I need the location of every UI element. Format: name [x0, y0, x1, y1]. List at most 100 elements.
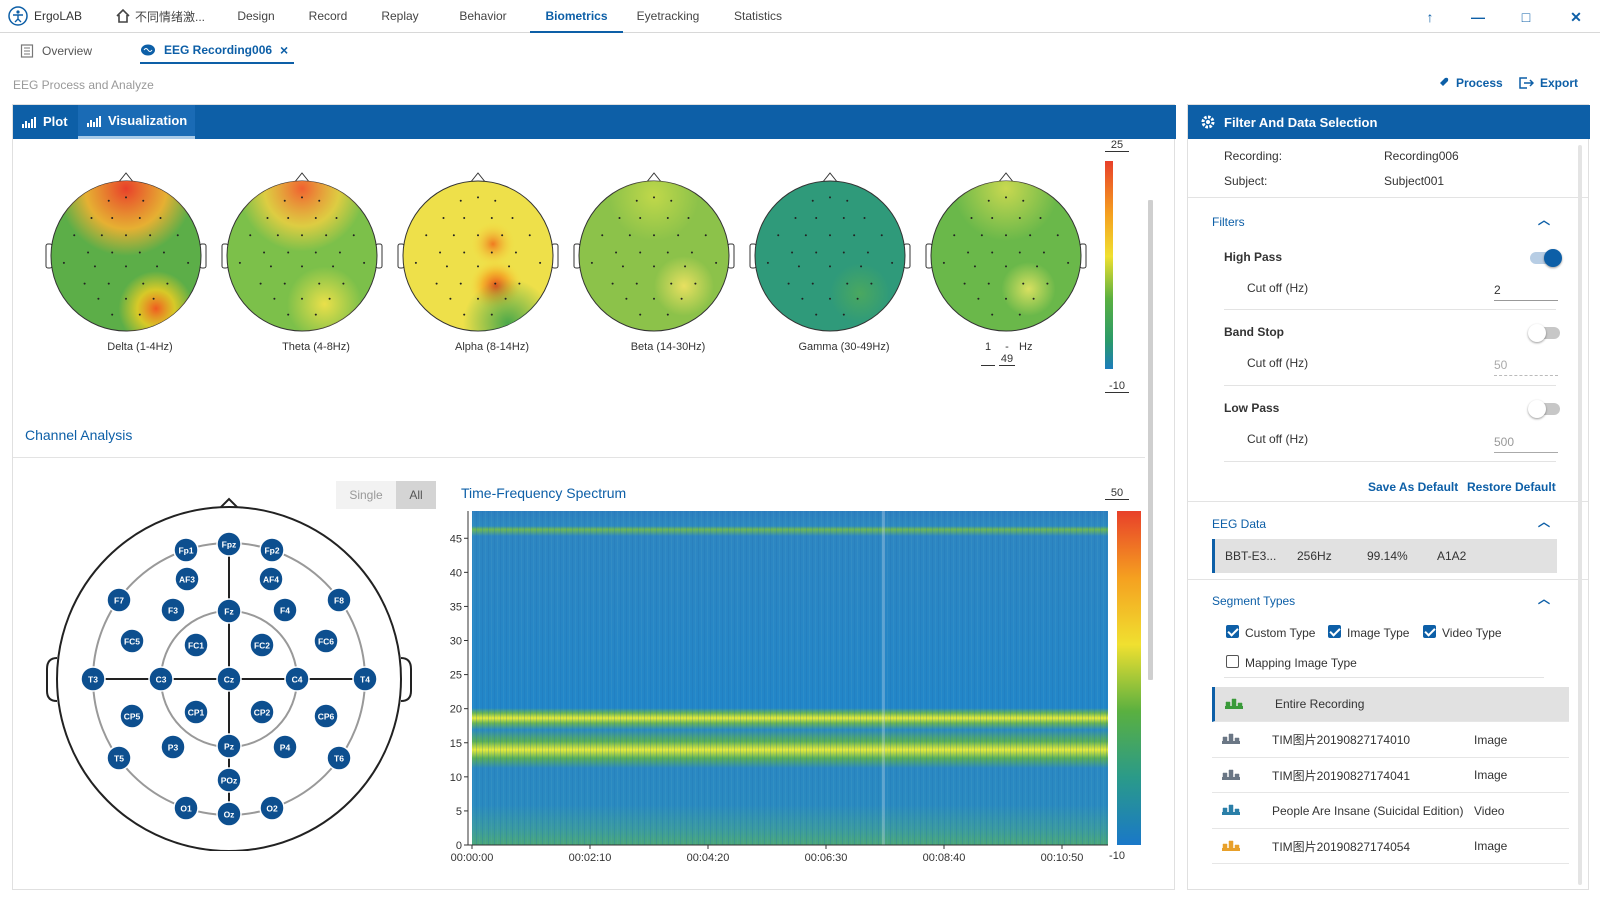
- maximize-button[interactable]: □: [1521, 9, 1531, 25]
- custom-type-checkbox[interactable]: [1226, 625, 1239, 638]
- electrode-p4[interactable]: P4: [272, 734, 298, 760]
- electrode-af4[interactable]: AF4: [258, 566, 284, 592]
- spectrum-y-tick: 40: [450, 567, 462, 579]
- electrode-o2[interactable]: O2: [259, 795, 285, 821]
- electrode-fpz[interactable]: Fpz: [216, 531, 242, 557]
- electrode-fz[interactable]: Fz: [216, 598, 242, 624]
- save-default-button[interactable]: Save As Default: [1368, 480, 1459, 494]
- upload-icon[interactable]: ↑: [1426, 9, 1434, 25]
- topomap-row: [45, 161, 1113, 369]
- tab-eeg-recording[interactable]: EEG Recording006 ×: [140, 38, 294, 64]
- electrode-label: Fp1: [178, 546, 193, 556]
- chevron-up-icon[interactable]: ︿: [1538, 515, 1551, 529]
- segment-row[interactable]: TIM图片20190827174041 Image: [1212, 758, 1569, 793]
- electrode-fc2[interactable]: FC2: [249, 632, 275, 658]
- electrode-t3[interactable]: T3: [80, 666, 106, 692]
- tab-visualization[interactable]: Visualization: [78, 105, 196, 139]
- electrode-cp5[interactable]: CP5: [119, 703, 145, 729]
- tab-visualization-label: Visualization: [108, 112, 188, 128]
- eeg-data-row[interactable]: BBT-E3... 256Hz 99.14% A1A2: [1212, 539, 1557, 573]
- electrode-t4[interactable]: T4: [352, 666, 378, 692]
- electrode-label: FC6: [318, 637, 334, 647]
- segment-row[interactable]: TIM图片20190827174010 Image: [1212, 723, 1569, 758]
- left-scrollbar-track[interactable]: [1148, 200, 1153, 680]
- segment-row[interactable]: Entire Recording: [1212, 687, 1569, 722]
- electrode-poz[interactable]: POz: [216, 767, 242, 793]
- spectrum-x-tick: 00:02:10: [569, 852, 612, 864]
- electrode-fc6[interactable]: FC6: [313, 628, 339, 654]
- right-scrollbar[interactable]: [1578, 145, 1582, 885]
- band-from-input[interactable]: 1: [981, 341, 995, 366]
- electrode-p3[interactable]: P3: [160, 734, 186, 760]
- minimize-button[interactable]: —: [1471, 9, 1485, 25]
- electrode-label: T6: [334, 754, 344, 764]
- electrode-c3[interactable]: C3: [148, 666, 174, 692]
- spectrum-x-tick: 00:08:40: [923, 852, 966, 864]
- chevron-up-icon[interactable]: ︿: [1538, 213, 1551, 227]
- segment-row[interactable]: People Are Insane (Suicidal Edition) Vid…: [1212, 794, 1569, 829]
- electrode-f8[interactable]: F8: [326, 587, 352, 613]
- project-breadcrumb[interactable]: 不同情绪激...: [115, 6, 205, 26]
- electrode-cz[interactable]: Cz: [216, 666, 242, 692]
- nav-design[interactable]: Design: [237, 9, 275, 23]
- spectrum-x-tick: 00:10:50: [1041, 852, 1084, 864]
- nav-biometrics[interactable]: Biometrics: [530, 0, 623, 33]
- mapping-image-type-checkbox[interactable]: [1226, 655, 1239, 668]
- electrode-c4[interactable]: C4: [284, 666, 310, 692]
- high-pass-toggle[interactable]: [1530, 249, 1562, 267]
- tab-overview[interactable]: Overview: [20, 38, 130, 64]
- electrode-fc5[interactable]: FC5: [119, 628, 145, 654]
- tab-close-icon[interactable]: ×: [280, 42, 289, 58]
- electrode-af3[interactable]: AF3: [174, 566, 200, 592]
- spectrum-x-tick: 00:06:30: [805, 852, 848, 864]
- band-stop-cutoff-input[interactable]: 50: [1494, 356, 1558, 376]
- video-type-checkbox[interactable]: [1423, 625, 1436, 638]
- project-name: 不同情绪激...: [135, 9, 206, 24]
- nav-eyetracking[interactable]: Eyetracking: [636, 9, 700, 23]
- band-stop-toggle[interactable]: [1528, 324, 1560, 342]
- spectrum-chart: 45 40 35 30 25 20 15 10 5 000:00:00 00:02:10 00:04:…: [450, 511, 1141, 864]
- tab-plot[interactable]: Plot: [13, 105, 76, 139]
- export-button[interactable]: Export: [1518, 76, 1578, 90]
- electrode-oz[interactable]: Oz: [216, 801, 242, 827]
- band-to-input[interactable]: - 49: [999, 341, 1015, 366]
- nav-behavior[interactable]: Behavior: [459, 9, 507, 23]
- electrode-label: O1: [180, 804, 192, 814]
- segment-row[interactable]: TIM图片20190827174054 Image: [1212, 829, 1569, 864]
- single-mode-button[interactable]: Single: [336, 481, 396, 509]
- electrode-cp2[interactable]: CP2: [249, 699, 275, 725]
- electrode-f3[interactable]: F3: [160, 597, 186, 623]
- electrode-fp1[interactable]: Fp1: [173, 537, 199, 563]
- electrode-t5[interactable]: T5: [106, 745, 132, 771]
- restore-default-button[interactable]: Restore Default: [1467, 480, 1556, 494]
- filter-panel-title: Filter And Data Selection: [1224, 114, 1378, 130]
- left-scrollbar-thumb[interactable]: [1148, 200, 1153, 680]
- nav-statistics[interactable]: Statistics: [733, 9, 782, 23]
- electrode-pz[interactable]: Pz: [216, 733, 242, 759]
- image-type-checkbox[interactable]: [1328, 625, 1341, 638]
- close-window-button[interactable]: ✕: [1570, 9, 1582, 25]
- brain-icon: [141, 44, 155, 56]
- electrode-label: F7: [114, 596, 124, 606]
- electrode-cp6[interactable]: CP6: [313, 703, 339, 729]
- process-button[interactable]: Process: [1436, 76, 1503, 90]
- nav-replay[interactable]: Replay: [381, 9, 419, 23]
- electrode-fp2[interactable]: Fp2: [259, 537, 285, 563]
- electrode-t6[interactable]: T6: [326, 745, 352, 771]
- filter-panel-header: Filter And Data Selection: [1188, 105, 1590, 139]
- low-pass-toggle[interactable]: [1528, 400, 1560, 418]
- electrode-fc1[interactable]: FC1: [183, 632, 209, 658]
- chevron-up-icon[interactable]: ︿: [1538, 592, 1551, 606]
- band-unit: Hz: [1019, 341, 1033, 353]
- nav-record[interactable]: Record: [308, 9, 348, 23]
- spectrum-y-tick: 20: [450, 704, 462, 716]
- electrode-cp1[interactable]: CP1: [183, 699, 209, 725]
- low-pass-cutoff-input[interactable]: 500: [1494, 433, 1558, 453]
- spectrum-y-tick: 10: [450, 772, 462, 784]
- electrode-o1[interactable]: O1: [173, 795, 199, 821]
- electrode-f4[interactable]: F4: [272, 597, 298, 623]
- all-mode-button[interactable]: All: [396, 481, 436, 509]
- high-pass-cutoff-input[interactable]: 2: [1494, 281, 1558, 301]
- channel-analysis-title: Channel Analysis: [25, 427, 133, 443]
- electrode-f7[interactable]: F7: [106, 587, 132, 613]
